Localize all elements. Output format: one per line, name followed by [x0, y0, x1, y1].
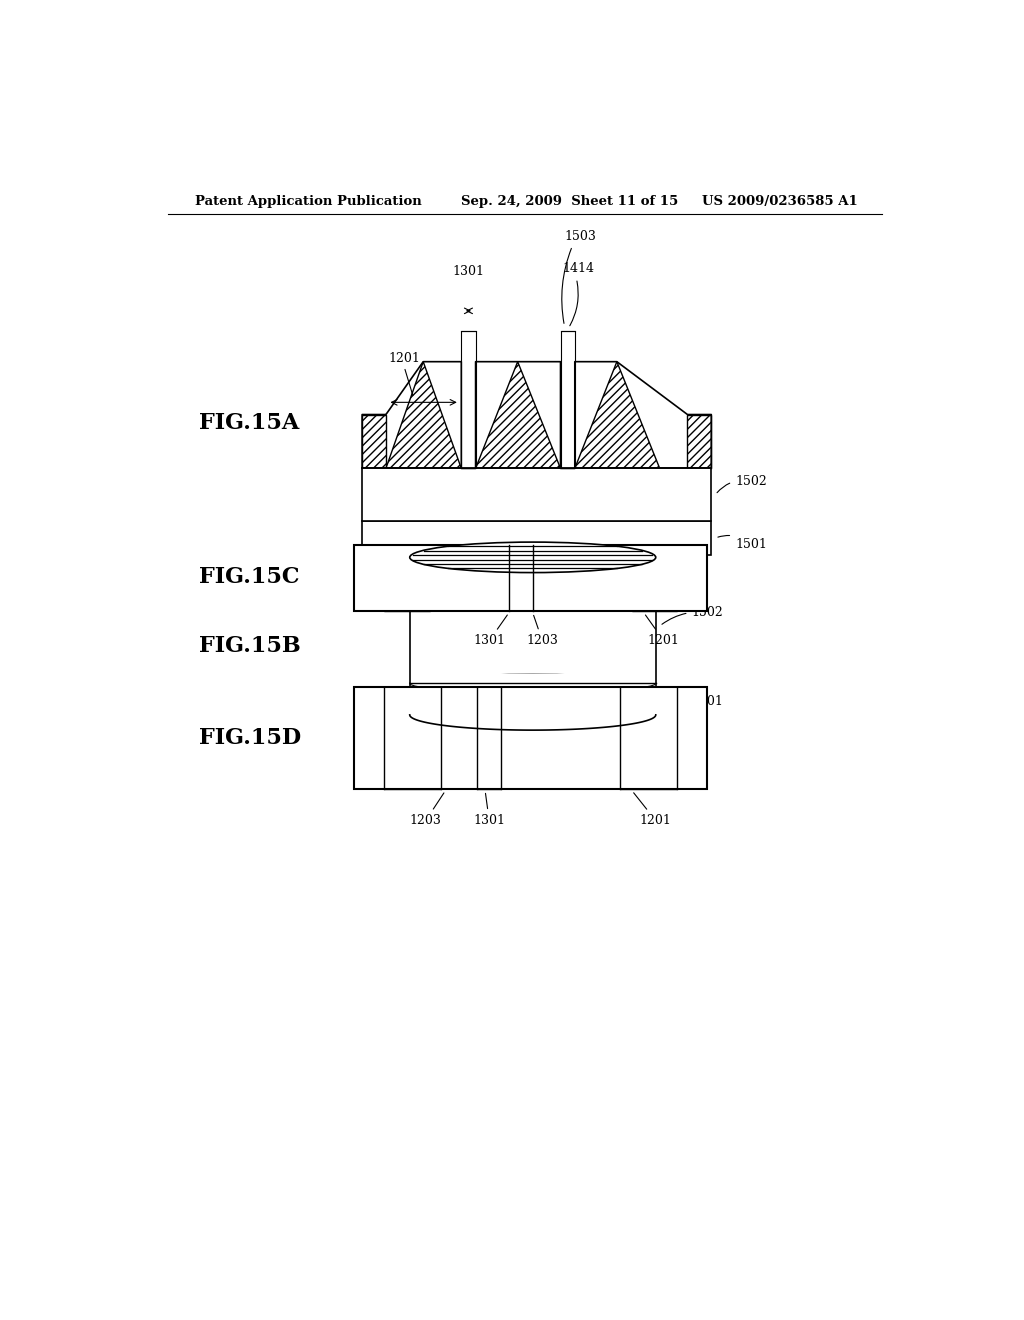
Polygon shape [687, 414, 712, 469]
Text: 1301: 1301 [473, 793, 505, 828]
Text: 1201: 1201 [645, 615, 680, 647]
Text: 1502: 1502 [662, 606, 723, 624]
Text: Sep. 24, 2009  Sheet 11 of 15: Sep. 24, 2009 Sheet 11 of 15 [461, 194, 679, 207]
Text: Patent Application Publication: Patent Application Publication [196, 194, 422, 207]
Text: 1301: 1301 [453, 265, 484, 279]
Polygon shape [620, 686, 677, 788]
Text: FIG.15A: FIG.15A [200, 412, 300, 434]
Text: 1501: 1501 [663, 693, 723, 708]
Polygon shape [384, 545, 430, 611]
Text: US 2009/0236585 A1: US 2009/0236585 A1 [702, 194, 858, 207]
Polygon shape [574, 362, 659, 469]
Bar [410, 557, 655, 715]
Polygon shape [384, 686, 441, 788]
Text: 1203: 1203 [410, 793, 444, 828]
Text: 1301: 1301 [473, 615, 507, 647]
Text: FIG.15D: FIG.15D [200, 727, 301, 748]
Polygon shape [386, 362, 461, 469]
Polygon shape [632, 545, 677, 611]
Polygon shape [362, 414, 386, 469]
Bar [362, 469, 712, 521]
Bar [362, 521, 712, 554]
Bar [354, 545, 708, 611]
Ellipse shape [410, 543, 655, 573]
Bar [354, 686, 708, 788]
Text: 1201: 1201 [634, 793, 672, 828]
Text: 1414: 1414 [563, 263, 595, 276]
Bar [560, 331, 574, 469]
Text: 1201: 1201 [388, 351, 420, 364]
Ellipse shape [410, 700, 655, 730]
Text: FIG.15B: FIG.15B [200, 635, 301, 657]
Text: 1203: 1203 [526, 615, 558, 647]
Text: FIG.15C: FIG.15C [200, 566, 300, 589]
Text: 1503: 1503 [564, 230, 596, 243]
Bar [410, 675, 655, 684]
Text: 1502: 1502 [717, 475, 767, 492]
Polygon shape [477, 686, 501, 788]
Bar [461, 331, 475, 469]
Ellipse shape [410, 675, 655, 693]
Polygon shape [475, 362, 560, 469]
Text: 1501: 1501 [718, 536, 767, 552]
